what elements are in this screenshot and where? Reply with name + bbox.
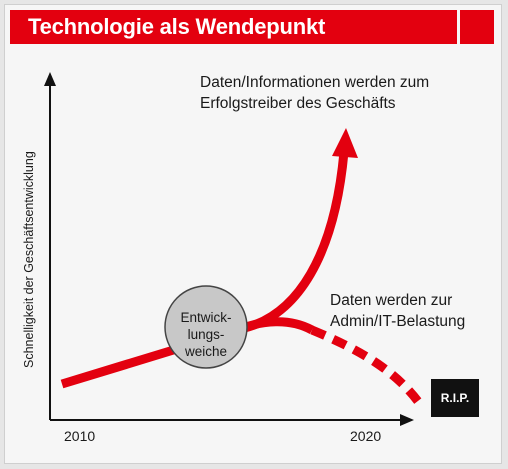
burden-annotation: Daten werden zur Admin/IT-Belastung <box>330 290 465 332</box>
x-tick-end: 2020 <box>350 428 382 444</box>
decline-curve-solid <box>236 317 315 335</box>
burden-annotation-line1: Daten werden zur <box>330 292 453 309</box>
growth-annotation-line1: Daten/Informationen werden zum <box>200 74 430 91</box>
x-axis-arrow-icon <box>400 414 414 426</box>
junction-label-line1: Entwick- <box>180 310 232 325</box>
y-axis-arrow-icon <box>44 72 56 86</box>
burden-annotation-line2: Admin/IT-Belastung <box>330 313 466 330</box>
growth-line-lower <box>60 343 182 389</box>
junction-label-line3: weiche <box>184 344 228 359</box>
growth-arrow-icon <box>332 128 358 158</box>
growth-annotation-line2: Erfolgstreiber des Geschäfts <box>200 95 396 112</box>
junction-label-line2: lungs- <box>187 327 225 342</box>
growth-curve-upper <box>234 151 349 335</box>
title-tab-decoration <box>460 10 494 44</box>
junction-label: Entwick- lungs- weiche <box>166 309 246 360</box>
title-bar: Technologie als Wendepunkt <box>10 10 457 44</box>
decline-curve-dashed <box>310 325 424 407</box>
growth-annotation: Daten/Informationen werden zum Erfolgstr… <box>200 72 429 114</box>
x-tick-start: 2010 <box>64 428 96 444</box>
diagram-frame <box>4 4 502 464</box>
y-axis-label: Schnelligkeit der Geschäftsentwicklung <box>22 151 36 368</box>
junction-circle <box>164 285 248 369</box>
rip-box: R.I.P. <box>431 379 479 417</box>
page-title: Technologie als Wendepunkt <box>28 14 326 39</box>
